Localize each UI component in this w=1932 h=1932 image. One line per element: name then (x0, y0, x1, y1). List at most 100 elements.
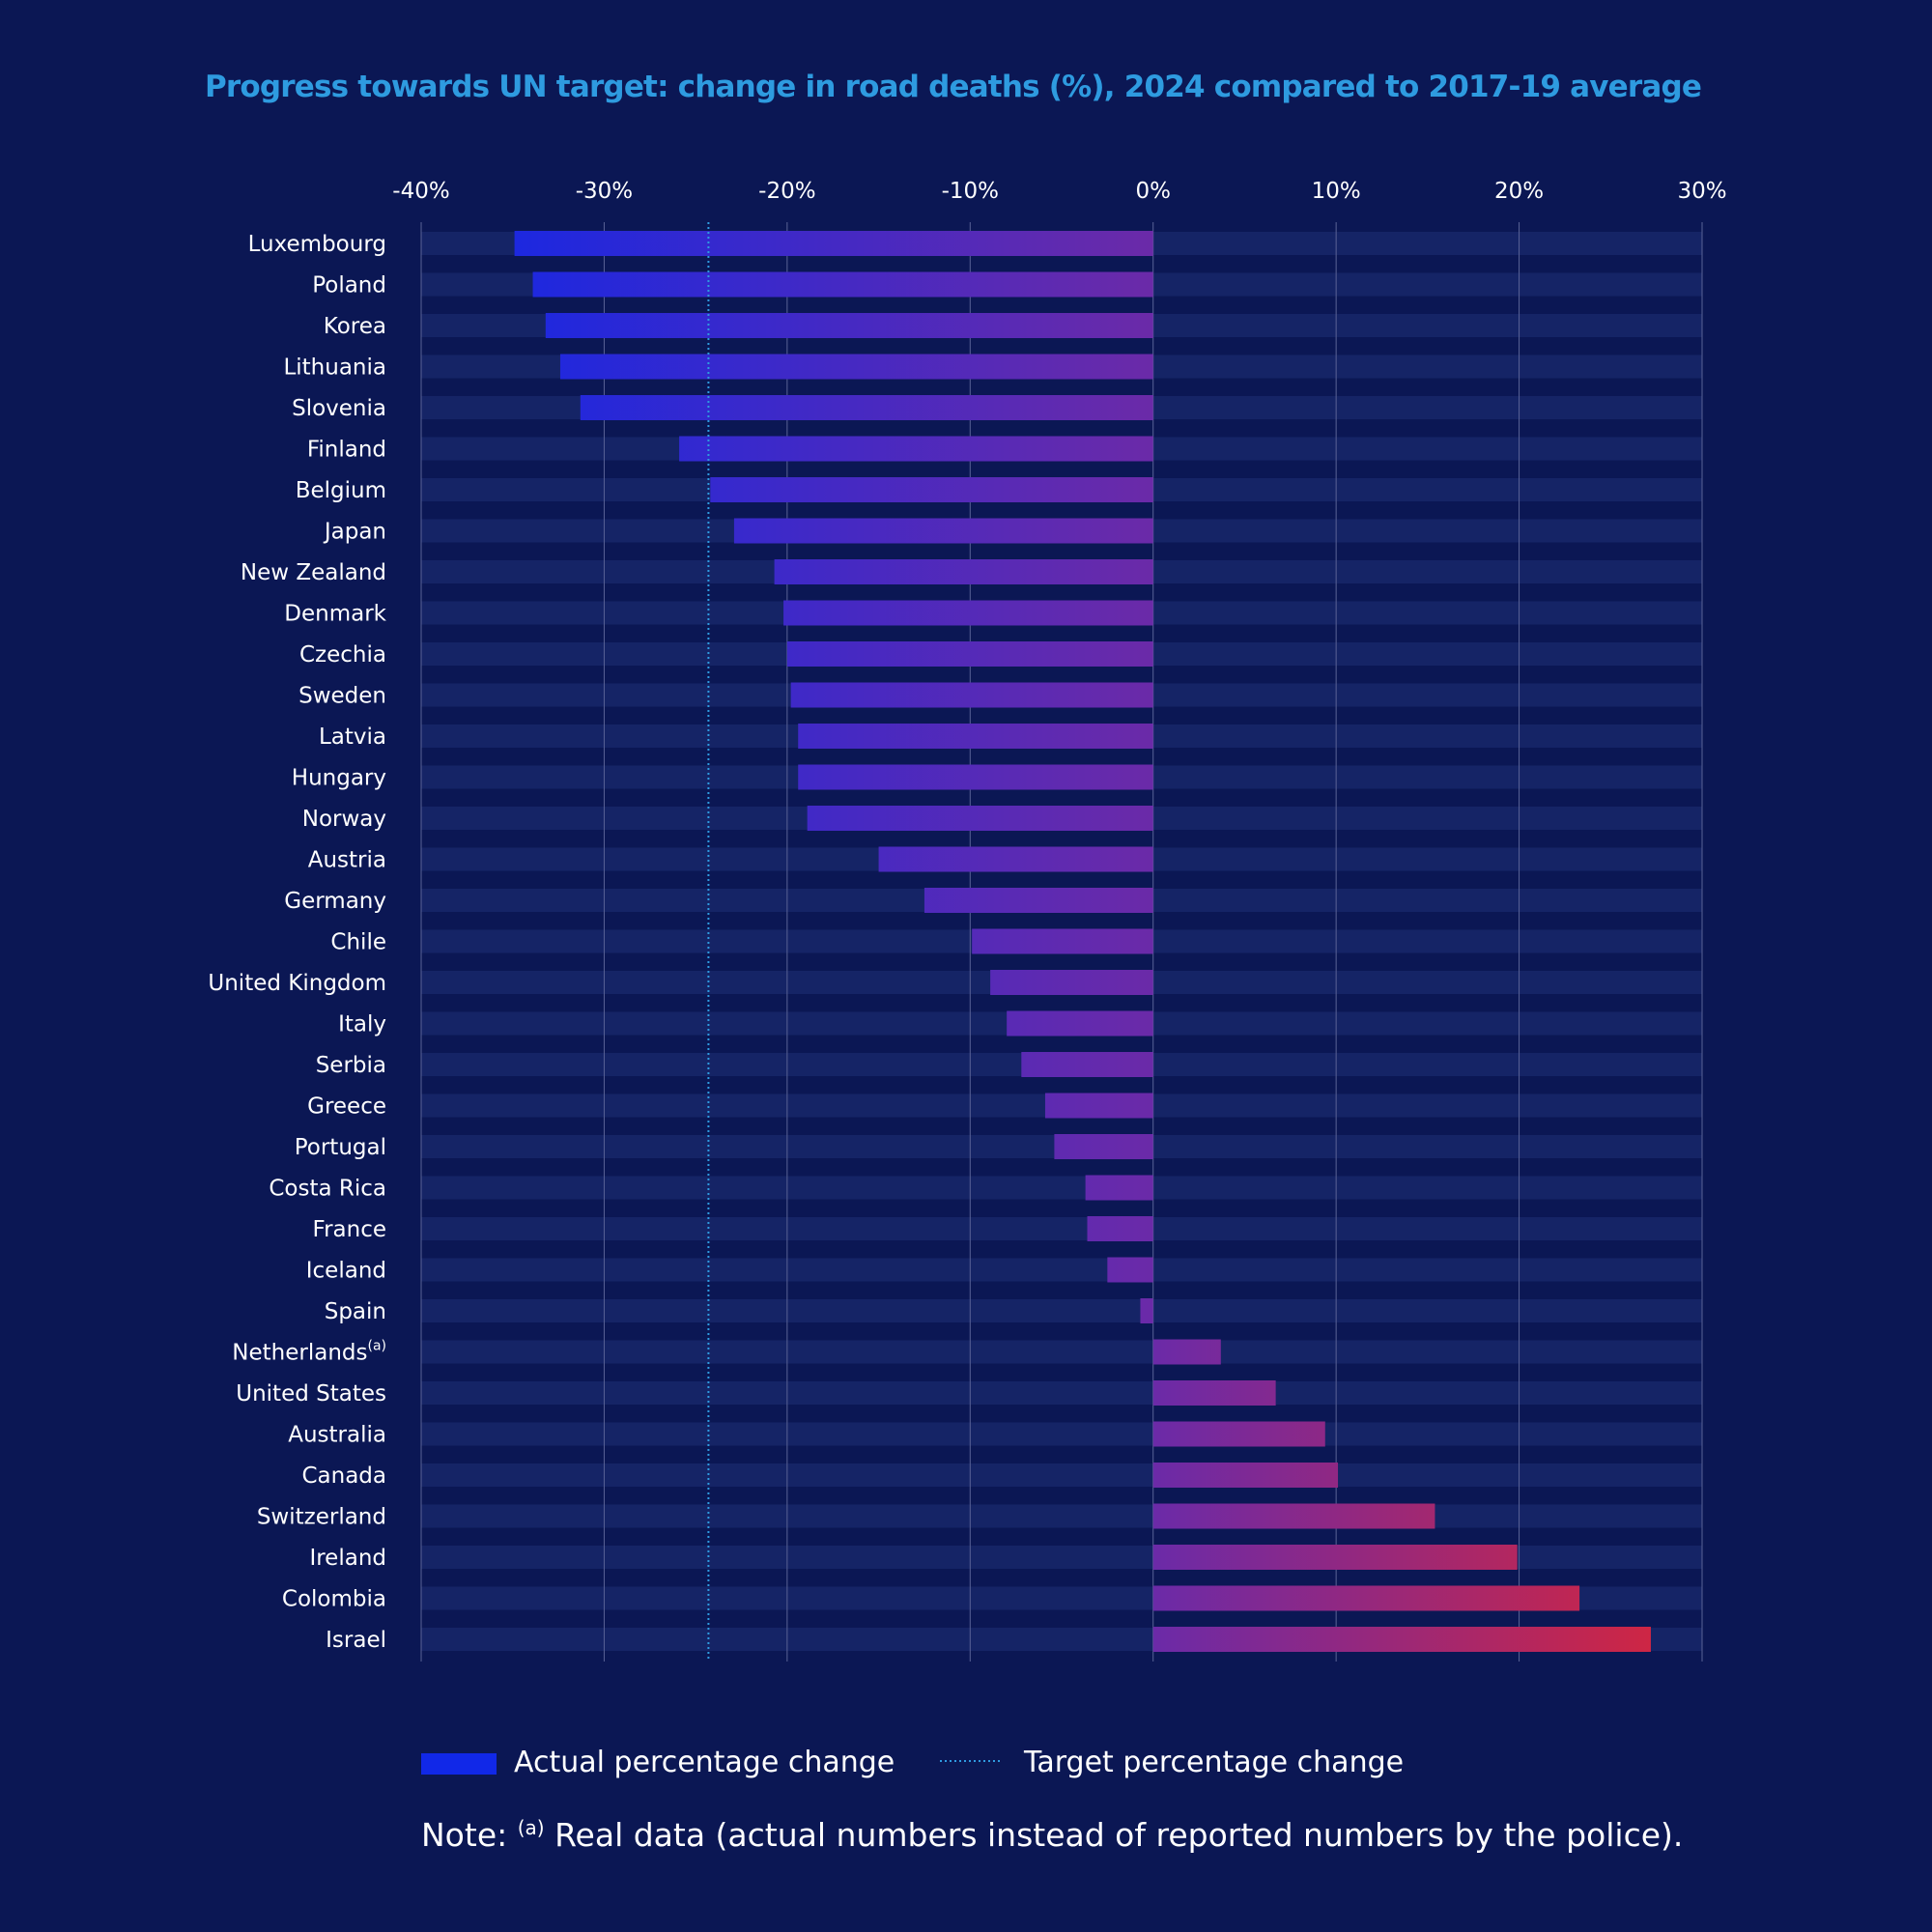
bar-costa-rica (1085, 1175, 1153, 1201)
category-label: Switzerland (257, 1505, 386, 1530)
category-label: Australia (288, 1423, 386, 1448)
category-label: Finland (307, 438, 386, 463)
bar-denmark (783, 600, 1153, 626)
row-background (421, 1176, 1702, 1200)
row-background (421, 1340, 1702, 1364)
category-label: New Zealand (241, 560, 386, 585)
category-label: Portugal (295, 1135, 386, 1160)
row-background (421, 1422, 1702, 1446)
bar-iceland (1107, 1257, 1153, 1283)
category-superscript: (a) (367, 1339, 386, 1354)
category-label: Costa Rica (269, 1177, 386, 1202)
bar-france (1087, 1216, 1153, 1241)
category-label: Belgium (296, 478, 386, 503)
bar-belgium (710, 477, 1153, 502)
row-background (421, 1258, 1702, 1282)
category-label: Slovenia (292, 396, 386, 421)
bar-serbia (1021, 1052, 1153, 1077)
bar-switzerland (1152, 1503, 1435, 1529)
category-label: Colombia (282, 1587, 386, 1612)
bar-australia (1152, 1421, 1325, 1447)
category-label: Sweden (298, 684, 386, 709)
category-label: Greece (307, 1094, 386, 1120)
bar-new-zealand (774, 559, 1153, 584)
bar-finland (679, 436, 1153, 462)
x-axis-ticks: -40% -30% -20% -10% 0% 10% 20% 30% (392, 179, 1726, 204)
bar-chile (972, 928, 1153, 954)
bar-netherlands (1152, 1339, 1221, 1365)
category-label: Korea (324, 314, 386, 339)
category-label: Czechia (299, 642, 386, 668)
category-label: Iceland (306, 1259, 386, 1284)
bar-slovenia (580, 395, 1153, 420)
bar-luxembourg (514, 231, 1153, 256)
bar-norway (807, 806, 1153, 831)
bar-portugal (1054, 1134, 1153, 1159)
category-label: Israel (326, 1628, 386, 1653)
x-tick-label: 10% (1312, 179, 1361, 204)
bar-united-states (1152, 1380, 1276, 1406)
chart-title: Progress towards UN target: change in ro… (205, 70, 1702, 104)
x-tick-label: -10% (942, 179, 999, 204)
bar-latvia (798, 724, 1153, 749)
x-tick-label: -30% (576, 179, 633, 204)
bar-spain (1140, 1298, 1153, 1323)
category-label: Ireland (309, 1546, 386, 1571)
legend-label-actual: Actual percentage change (514, 1746, 895, 1779)
bar-colombia (1152, 1585, 1580, 1611)
category-label: Luxembourg (248, 232, 386, 257)
category-label: Japan (323, 520, 386, 545)
bars (514, 231, 1651, 1652)
legend-bar-swatch (421, 1753, 497, 1775)
category-label: Poland (312, 273, 386, 298)
bar-germany (923, 888, 1153, 913)
category-label: United Kingdom (208, 971, 386, 996)
category-label: Chile (330, 930, 386, 955)
x-tick-label: -20% (758, 179, 815, 204)
bar-united-kingdom (990, 970, 1153, 995)
bar-italy (1007, 1010, 1153, 1037)
bar-lithuania (559, 354, 1153, 380)
x-tick-label: 20% (1494, 179, 1544, 204)
category-label: Netherlands(a) (232, 1339, 386, 1366)
footnote: Note: (a) Real data (actual numbers inst… (421, 1816, 1683, 1854)
bar-austria (878, 846, 1153, 872)
row-background (421, 1299, 1702, 1322)
row-background (421, 1504, 1702, 1528)
row-background (421, 1217, 1702, 1240)
bar-poland (532, 271, 1153, 298)
category-label: Germany (284, 889, 386, 914)
category-label: United States (236, 1381, 386, 1406)
bar-hungary (798, 764, 1153, 790)
note-text: Real data (actual numbers instead of rep… (544, 1816, 1684, 1854)
bar-greece (1044, 1093, 1153, 1119)
category-label: Italy (338, 1012, 386, 1037)
category-label: France (313, 1217, 386, 1242)
category-label: Norway (302, 807, 386, 832)
category-label: Austria (308, 848, 386, 873)
category-label: Canada (301, 1463, 386, 1489)
bar-israel (1152, 1627, 1651, 1652)
x-tick-label: 0% (1135, 179, 1171, 204)
x-tick-label: -40% (392, 179, 449, 204)
bar-sweden (790, 682, 1153, 708)
note-prefix: Note: (421, 1816, 518, 1854)
bar-japan (733, 518, 1153, 544)
category-label: Latvia (319, 724, 386, 750)
bar-ireland (1152, 1545, 1518, 1570)
category-label: Lithuania (283, 355, 386, 381)
bar-czechia (786, 641, 1153, 667)
category-label: Spain (325, 1299, 386, 1324)
bar-korea (545, 313, 1153, 338)
row-background (421, 1381, 1702, 1405)
legend-label-target: Target percentage change (1023, 1746, 1404, 1779)
bar-canada (1152, 1463, 1339, 1488)
category-label: Hungary (292, 766, 386, 791)
legend: Actual percentage change Target percenta… (421, 1746, 1404, 1779)
category-label: Serbia (316, 1053, 386, 1078)
category-label: Denmark (284, 602, 386, 627)
y-axis-categories: Luxembourg Poland Korea Lithuania Slovenia Fi… (208, 232, 386, 1653)
note-marker: (a) (517, 1816, 545, 1839)
x-tick-label: 30% (1677, 179, 1726, 204)
